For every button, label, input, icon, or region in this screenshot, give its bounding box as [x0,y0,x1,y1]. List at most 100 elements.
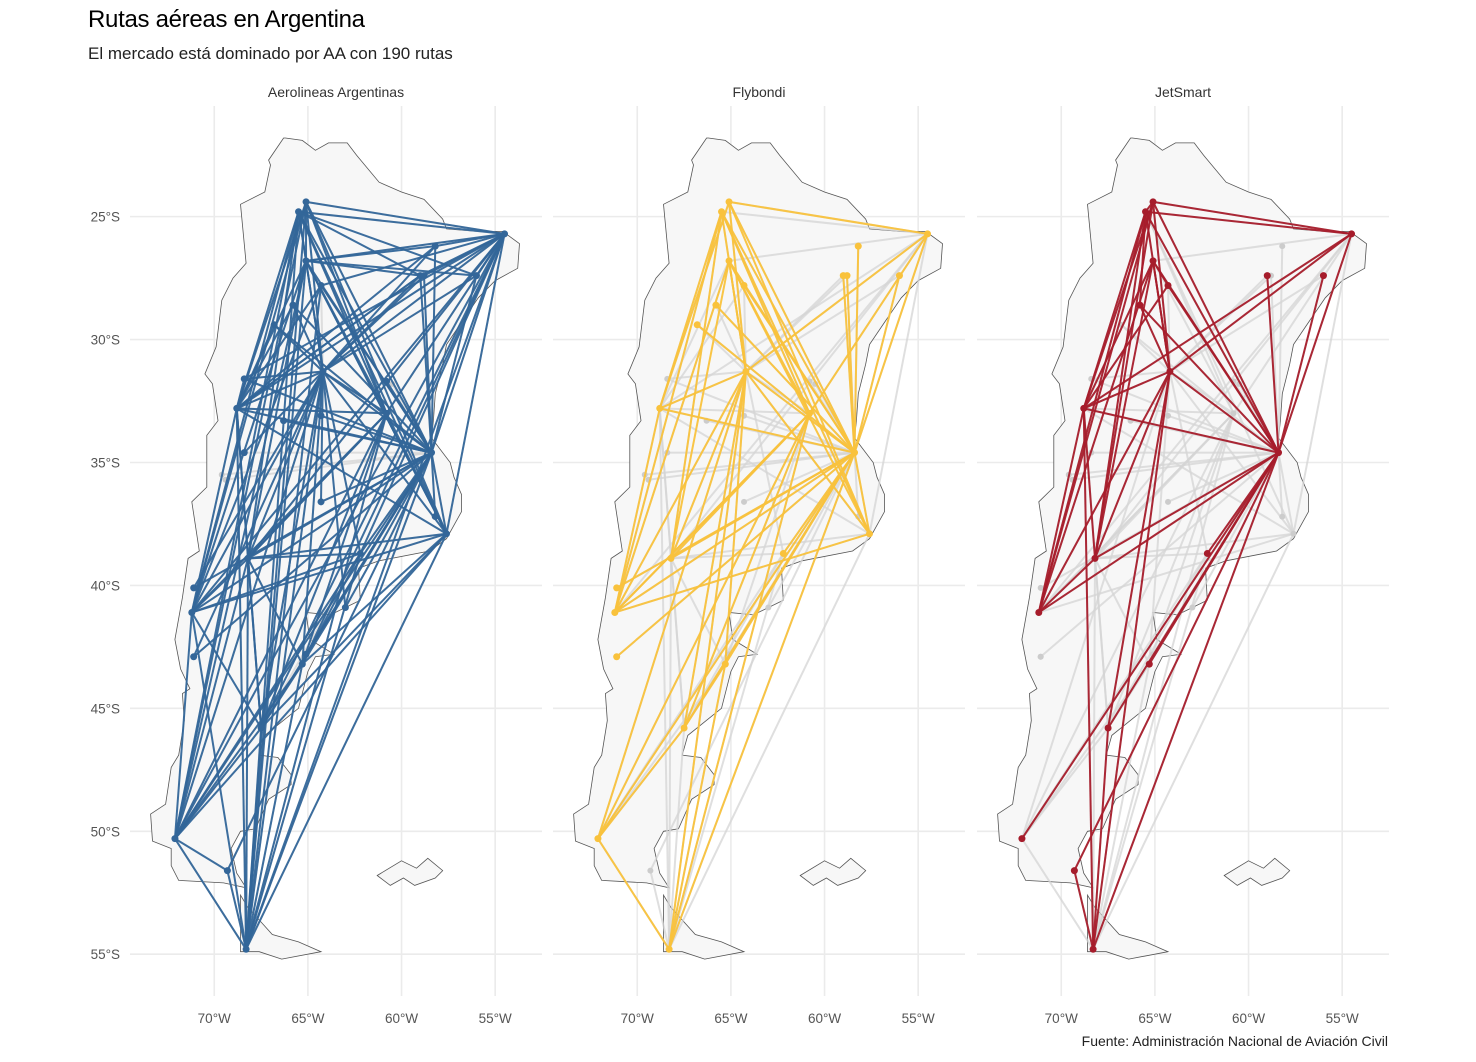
y-tick-label: 25°S [91,210,120,225]
route-line-background [221,451,432,476]
route-line [613,408,661,613]
route-line [246,211,300,559]
airport-point [233,404,241,412]
route-line [245,201,308,950]
route-line-background [670,532,870,560]
route-line [245,663,304,950]
route-line [192,371,324,658]
airport-point [298,660,306,668]
route-line [668,663,727,950]
route-line [235,304,294,409]
route-line [174,552,362,840]
route-line [1092,452,1280,950]
airport-point [1089,945,1097,953]
route-line-background [1092,413,1235,950]
route-line [235,408,248,950]
route-line-background [868,233,929,534]
route-line [359,233,506,554]
route-line [245,233,506,950]
x-tick-label: 65°W [1138,1011,1171,1026]
airport-point [740,281,748,289]
route-line [321,371,347,608]
route-line [808,233,929,414]
route-line [190,201,307,613]
airport-point [806,409,814,417]
route-line [728,201,747,372]
airport-point [725,198,733,206]
route-line [1083,233,1353,410]
airport-point [319,368,327,376]
route-line [670,260,731,559]
route-line [305,245,436,262]
route-line-background [1021,412,1235,840]
airport-point [1136,301,1144,309]
route-line [236,407,448,535]
route-line-background [1167,414,1279,454]
y-tick-label: 55°S [91,947,120,962]
x-tick-label: 60°W [385,1011,418,1026]
chart-title: Rutas aéreas en Argentina [88,6,365,33]
route-line [1038,557,1096,614]
route-line-background [1094,233,1353,559]
route-line [247,412,388,560]
route-line-background [1068,451,1279,476]
route-line-background [1152,232,1352,262]
route-line [853,452,871,534]
route-line [236,245,436,410]
route-line-background [1167,285,1171,372]
route-line [305,259,477,277]
route-line [1094,451,1280,560]
airport-point-background [1230,410,1237,417]
x-tick-label: 60°W [1232,1011,1265,1026]
airport-point-background [1037,584,1044,591]
airport-point [188,608,196,616]
airport-point [472,272,480,280]
airport-point [1348,230,1356,238]
route-line [235,284,322,409]
airport-point [721,660,729,668]
airport-point [895,272,903,280]
route-line [260,233,506,729]
route-line [305,200,505,235]
route-line-background [614,233,929,614]
route-line [1152,201,1280,454]
route-line [297,211,448,535]
route-line [1167,284,1280,454]
route-line [728,201,871,535]
airport-point [1263,272,1271,280]
route-line [1206,452,1280,555]
airport-point [240,375,248,383]
route-line [728,200,928,235]
airport-point [1203,549,1211,557]
airport-point [725,257,733,265]
airport-point [280,417,288,425]
x-tick-label: 70°W [1045,1011,1078,1026]
route-line [174,838,247,950]
route-line [174,233,506,840]
airport-point [383,409,391,417]
route-line [305,201,388,414]
route-line-background [668,533,871,950]
route-line [235,378,246,409]
x-tick-label: 65°W [714,1011,747,1026]
route-line [1038,451,1280,614]
airport-point [865,530,873,538]
route-line [1145,210,1352,235]
route-line [322,370,388,415]
facet-title: Flybondi [733,84,786,100]
route-line-background [1093,558,1110,729]
route-line [616,451,856,658]
airport-point [1070,867,1078,875]
airport-point [594,835,602,843]
route-line [190,611,262,729]
airport-point [341,604,349,612]
route-line [174,663,304,840]
x-tick-label: 70°W [621,1011,654,1026]
route-line [728,260,871,535]
airport-point-background [1165,498,1172,505]
route-line [1037,408,1085,613]
route-line-background [1092,533,1295,950]
route-line [245,553,362,950]
route-line [1107,371,1171,729]
route-line [260,533,448,729]
